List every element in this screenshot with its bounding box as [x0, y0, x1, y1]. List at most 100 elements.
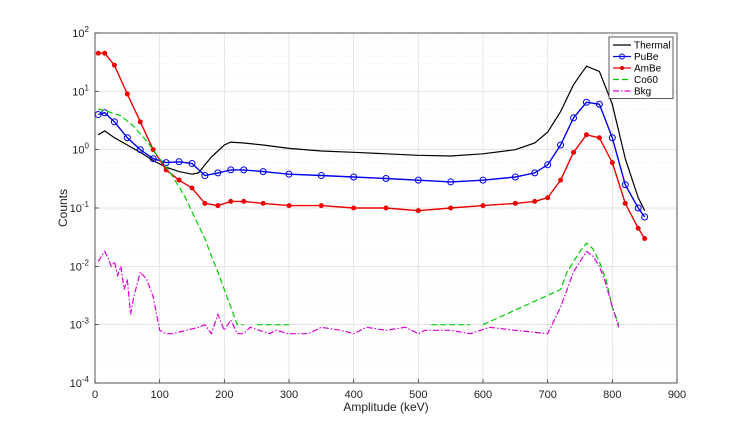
- data-point: [111, 62, 117, 68]
- legend-label: Co60: [634, 75, 658, 86]
- data-point: [642, 236, 648, 242]
- data-point: [286, 203, 292, 209]
- data-point: [512, 200, 518, 206]
- y-tick-label: 10-2: [70, 258, 90, 273]
- data-point: [608, 134, 616, 142]
- y-tick-base: 10: [70, 261, 82, 273]
- data-point: [479, 176, 487, 184]
- legend-marker: [619, 53, 625, 60]
- data-point: [350, 173, 358, 181]
- data-point: [635, 225, 641, 231]
- data-point: [447, 178, 455, 186]
- x-tick-label: 800: [603, 389, 621, 401]
- data-point: [582, 98, 590, 106]
- data-point: [383, 205, 389, 211]
- data-point: [149, 155, 157, 163]
- y-tick-base: 10: [70, 203, 82, 215]
- data-point: [136, 146, 144, 154]
- data-point: [188, 159, 196, 167]
- data-point: [123, 134, 131, 142]
- data-point: [259, 168, 267, 176]
- legend-item-co60: Co60: [613, 75, 658, 86]
- data-point: [260, 200, 266, 206]
- y-tick-exponent: 2: [85, 25, 90, 34]
- data-point: [595, 100, 603, 108]
- data-point: [175, 158, 183, 166]
- data-point: [414, 176, 422, 184]
- y-tick-label: 101: [72, 83, 89, 98]
- data-point: [571, 149, 577, 155]
- data-point: [214, 169, 222, 177]
- data-point: [641, 213, 649, 221]
- x-tick-label: 0: [92, 389, 98, 401]
- series-co60: [98, 108, 620, 326]
- data-point: [570, 114, 578, 122]
- y-tick-label: 10-4: [70, 375, 90, 390]
- legend-label: Bkg: [634, 87, 651, 98]
- y-tick-exponent: 0: [85, 142, 90, 151]
- data-point: [110, 118, 118, 126]
- x-tick-label: 200: [215, 389, 233, 401]
- x-axis: 0 100 200 300 400 500 600 700 800 900: [92, 379, 686, 401]
- y-tick-label: 10-1: [70, 200, 90, 215]
- y-tick-label: 10-3: [70, 317, 90, 332]
- x-tick-label: 700: [538, 389, 556, 401]
- data-point: [240, 166, 248, 174]
- data-point: [95, 50, 101, 56]
- y-axis-title: Counts: [56, 189, 70, 227]
- data-point: [228, 198, 234, 204]
- legend-label: PuBe: [634, 52, 659, 63]
- data-point: [285, 170, 293, 178]
- data-point: [382, 175, 390, 183]
- series-line: [97, 250, 620, 335]
- data-point: [558, 177, 564, 183]
- series-line: [97, 65, 646, 211]
- series-thermal: [97, 65, 646, 211]
- data-point: [102, 50, 108, 56]
- series-pube: [94, 98, 649, 221]
- data-point: [622, 200, 628, 206]
- data-point: [137, 119, 143, 125]
- data-point: [227, 166, 235, 174]
- x-tick-label: 300: [280, 389, 298, 401]
- x-tick-label: 100: [150, 389, 168, 401]
- x-tick-label: 500: [409, 389, 427, 401]
- data-point: [241, 198, 247, 204]
- data-point: [162, 159, 170, 167]
- data-point: [201, 172, 209, 180]
- data-point: [583, 132, 589, 138]
- data-point: [557, 141, 565, 149]
- legend-label: AmBe: [634, 64, 662, 75]
- y-tick-label: 100: [72, 142, 89, 157]
- data-point: [531, 169, 539, 177]
- data-point: [545, 195, 551, 201]
- series-layer: [94, 50, 649, 335]
- y-tick-exponent: -1: [82, 200, 90, 209]
- data-point: [215, 203, 221, 209]
- legend-label: Thermal: [634, 41, 671, 52]
- legend-item-pube: PuBe: [613, 52, 659, 63]
- x-axis-title: Amplitude (keV): [343, 400, 428, 414]
- data-point: [415, 208, 421, 214]
- x-tick-label: 600: [474, 389, 492, 401]
- series-line: [98, 108, 244, 326]
- y-tick-base: 10: [72, 86, 84, 98]
- legend-item-ambe: AmBe: [613, 64, 662, 75]
- data-point: [480, 203, 486, 209]
- data-point: [176, 177, 182, 183]
- data-point: [511, 173, 519, 181]
- data-point: [351, 205, 357, 211]
- data-point: [317, 172, 325, 180]
- data-point: [202, 200, 208, 206]
- y-tick-exponent: 1: [85, 83, 90, 92]
- series-bkg: [97, 250, 620, 335]
- y-tick-base: 10: [72, 145, 84, 157]
- y-tick-label: 102: [72, 25, 89, 40]
- data-point: [532, 198, 538, 204]
- data-point: [448, 205, 454, 211]
- series-line: [482, 242, 620, 326]
- data-point: [621, 181, 629, 189]
